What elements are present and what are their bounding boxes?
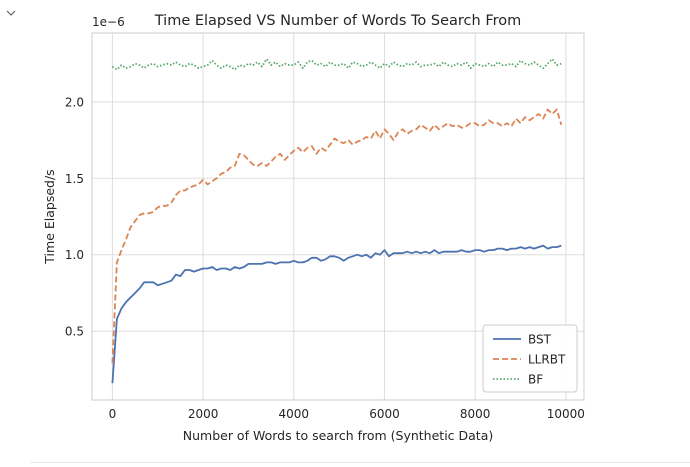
x-tick-label: 0 [109,407,117,421]
x-tick-label: 8000 [460,407,491,421]
plot-area [91,32,585,401]
legend-label-bf: BF [528,373,543,387]
x-tick-label: 6000 [369,407,400,421]
chevron-down-icon[interactable] [4,6,18,20]
y-axis-offset-label: 1e−6 [92,15,125,29]
series-lines [111,58,563,384]
legend-label-llrbt: LLRBT [528,353,566,367]
tick-labels: 0 2000 4000 6000 8000 10000 0.5 1.0 1.5 2.0 [65,95,585,421]
x-tick-label: 10000 [547,407,585,421]
y-tick-label: 0.5 [65,325,84,339]
legend-box [482,324,578,393]
series-line-bf [111,58,562,71]
x-tick-label: 4000 [279,407,310,421]
legend: BST LLRBT BF [482,324,578,393]
y-tick-label: 2.0 [65,95,84,109]
y-axis-label: Time Elapsed/s [42,169,57,264]
series-line-llrbt [111,108,563,364]
x-tick-label: 2000 [188,407,219,421]
y-tick-label: 1.0 [65,248,84,262]
legend-label-bst: BST [528,333,552,347]
grid-lines [92,33,584,400]
cell-divider [30,462,690,463]
x-axis-label: Number of Words to search from (Syntheti… [183,428,494,443]
y-tick-label: 1.5 [65,172,84,186]
chart-title: Time Elapsed VS Number of Words To Searc… [154,13,522,29]
series-line-bst [111,244,562,384]
